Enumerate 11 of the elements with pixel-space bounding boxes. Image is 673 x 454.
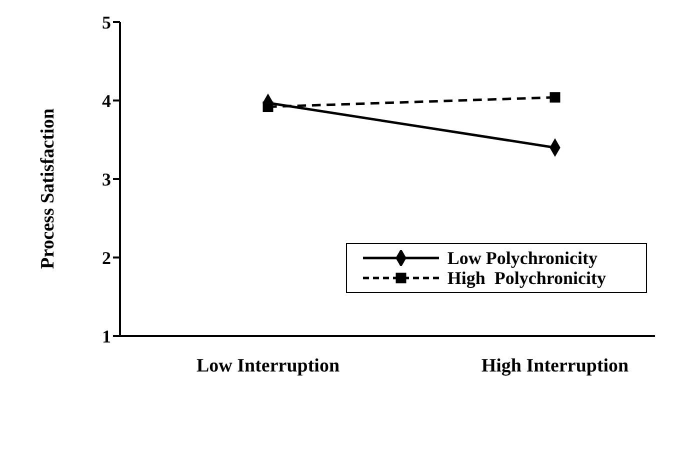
y-tick-label: 5	[102, 12, 111, 32]
y-axis-title: Process Satisfaction	[38, 108, 59, 269]
y-tick-label: 1	[102, 326, 111, 346]
legend-label: High Polychronicity	[447, 268, 606, 288]
y-tick-label: 2	[102, 248, 111, 268]
point	[550, 92, 560, 103]
y-tick-label: 4	[102, 90, 111, 111]
x-tick-label: High Interruption	[481, 355, 630, 376]
y-tick-label: 3	[102, 169, 111, 190]
legend-label: Low Polychronicity	[447, 248, 598, 268]
x-tick-label: Low Interruption	[196, 355, 340, 376]
